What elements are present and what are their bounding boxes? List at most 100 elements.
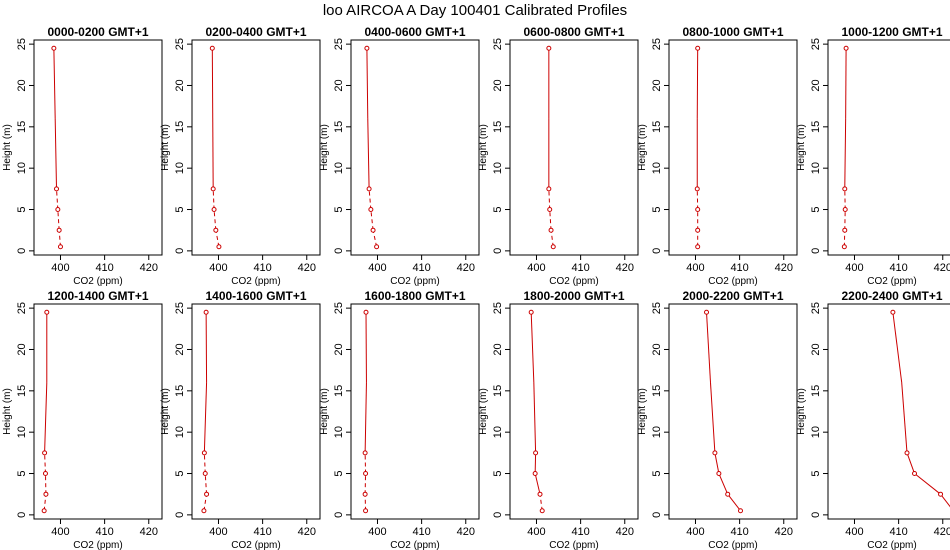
profile-segment: [548, 188, 551, 210]
data-point: [42, 471, 48, 477]
panel: 0600-0800 GMT+1 400 410 420 0 5 10 15 20 25 CO2 (p…: [478, 25, 639, 287]
y-tick-label: 10: [333, 162, 345, 174]
data-point: [216, 244, 222, 250]
data-point: [54, 186, 60, 192]
y-tick-label: 5: [651, 206, 663, 212]
x-tick-label: 420: [140, 262, 158, 274]
y-tick-label: 10: [16, 162, 28, 174]
profile-segment: [530, 312, 535, 383]
y-tick-label: 5: [810, 470, 822, 476]
data-point: [204, 491, 210, 497]
plot-frame: [33, 39, 163, 256]
y-axis-label: Height (m): [478, 124, 489, 171]
y-tick-label: 0: [492, 512, 504, 518]
profile-segment: [550, 230, 554, 247]
profile-segment: [914, 473, 941, 495]
y-axis-label: Height (m): [2, 388, 13, 435]
x-tick-label: 400: [527, 262, 545, 274]
data-point: [539, 508, 545, 514]
x-tick-label: 400: [527, 526, 545, 538]
x-tick-label: 420: [140, 526, 158, 538]
panel-title: 0600-0800 GMT+1: [523, 25, 624, 39]
profile-segment: [892, 312, 903, 383]
panel: 0000-0200 GMT+1 400 410 420 0 5 10 15 20 25 CO2 (p…: [2, 25, 163, 287]
profile-segment: [203, 452, 206, 474]
x-axis-label: CO2 (ppm): [549, 276, 598, 287]
y-tick-label: 20: [16, 343, 28, 355]
data-point: [363, 471, 369, 477]
y-tick-label: 25: [810, 38, 822, 50]
data-point: [694, 186, 700, 192]
y-tick-label: 5: [651, 470, 663, 476]
data-point: [370, 227, 376, 233]
panel-title: 2000-2200 GMT+1: [682, 289, 783, 303]
panel-title: 1600-1800 GMT+1: [364, 289, 465, 303]
data-point: [41, 508, 47, 514]
y-tick-label: 0: [492, 248, 504, 254]
x-tick-label: 410: [253, 526, 271, 538]
profile-segment: [906, 452, 915, 474]
profile-segment: [203, 382, 208, 453]
y-tick-label: 25: [492, 302, 504, 314]
y-tick-label: 25: [651, 38, 663, 50]
panel: 1000-1200 GMT+1 400 410 420 0 5 10 15 20 25 CO2 (p…: [796, 25, 950, 287]
profile-segment: [549, 209, 552, 231]
y-tick-label: 20: [16, 79, 28, 91]
y-tick-label: 5: [174, 206, 186, 212]
panel-title: 0200-0400 GMT+1: [205, 25, 306, 39]
data-point: [904, 450, 910, 456]
y-tick-label: 25: [492, 38, 504, 50]
panel: 0200-0400 GMT+1 400 410 420 0 5 10 15 20 25 CO2 (p…: [160, 25, 321, 287]
y-tick-label: 20: [333, 79, 345, 91]
data-point: [203, 309, 209, 315]
x-tick-label: 410: [253, 262, 271, 274]
y-axis-label: Height (m): [160, 388, 171, 435]
data-point: [841, 244, 847, 250]
plot-frame: [668, 39, 798, 256]
y-axis-label: Height (m): [796, 124, 807, 171]
panel: 1200-1400 GMT+1 400 410 420 0 5 10 15 20 25 CO2 (p…: [2, 289, 163, 550]
data-point: [843, 45, 849, 51]
y-tick-label: 10: [810, 426, 822, 438]
profile-segment: [43, 494, 47, 511]
profile-segment: [57, 209, 60, 231]
y-axis-label: Height (m): [478, 388, 489, 435]
y-tick-label: 10: [16, 426, 28, 438]
x-axis-label: CO2 (ppm): [867, 276, 916, 287]
panel: 0400-0600 GMT+1 400 410 420 0 5 10 15 20 25 CO2 (p…: [319, 25, 480, 287]
data-point: [366, 186, 372, 192]
profile-segment: [706, 312, 711, 383]
y-tick-label: 15: [16, 121, 28, 133]
data-point: [528, 309, 534, 315]
y-tick-label: 25: [16, 38, 28, 50]
y-tick-label: 20: [651, 79, 663, 91]
x-tick-label: 400: [51, 262, 69, 274]
y-tick-label: 25: [333, 38, 345, 50]
x-tick-label: 400: [845, 526, 863, 538]
panel-title: 1400-1600 GMT+1: [205, 289, 306, 303]
x-tick-label: 410: [95, 526, 113, 538]
plot-frame: [509, 303, 639, 520]
data-point: [842, 227, 848, 233]
x-tick-label: 410: [730, 526, 748, 538]
y-tick-label: 25: [651, 302, 663, 314]
y-tick-label: 5: [810, 206, 822, 212]
x-tick-label: 420: [934, 262, 950, 274]
data-point: [547, 207, 553, 213]
y-tick-label: 15: [810, 121, 822, 133]
y-tick-label: 5: [174, 470, 186, 476]
y-tick-label: 15: [174, 121, 186, 133]
x-tick-label: 400: [368, 262, 386, 274]
x-tick-label: 410: [95, 262, 113, 274]
data-point: [716, 471, 722, 477]
profile-segment: [718, 473, 729, 495]
data-point: [695, 45, 701, 51]
panel: 2200-2400 GMT+1 400 410 420 0 5 10 15 20 25 CO2 (p…: [796, 289, 950, 550]
data-point: [43, 491, 49, 497]
plot-frame: [668, 303, 798, 520]
data-point: [363, 309, 369, 315]
plot-frame: [33, 303, 163, 520]
profile-segment: [533, 382, 537, 453]
data-point: [56, 227, 62, 233]
profile-segment: [372, 230, 378, 247]
